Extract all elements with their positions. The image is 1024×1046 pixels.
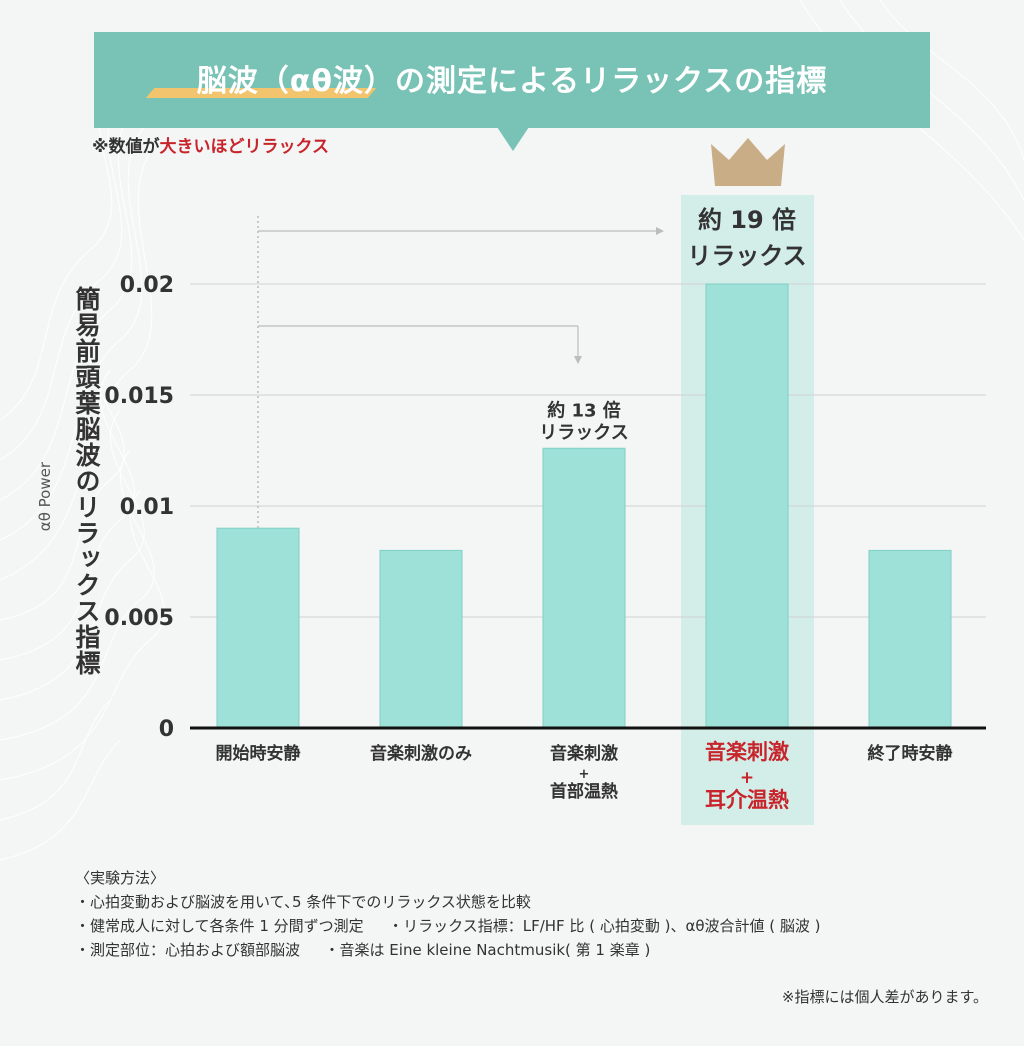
title-banner-pointer bbox=[497, 127, 529, 151]
data-label: 約 13 倍 bbox=[547, 399, 621, 421]
x-tick-label: + bbox=[740, 768, 754, 788]
relax-note: ※数値が大きいほどリラックス bbox=[92, 132, 329, 157]
x-tick-label: 音楽刺激のみ bbox=[370, 743, 472, 764]
data-label: リラックス bbox=[539, 422, 628, 443]
bar bbox=[868, 549, 952, 729]
data-label: 約 19 倍 bbox=[698, 206, 796, 234]
bar bbox=[542, 447, 626, 729]
crown-icon bbox=[711, 138, 785, 186]
y-tick-label: 0.015 bbox=[104, 384, 174, 409]
x-tick-label: + bbox=[579, 767, 590, 782]
y-tick-label: 0.02 bbox=[120, 273, 174, 298]
page-title: 脳波（αθ波）の測定によるリラックスの指標 bbox=[196, 64, 828, 99]
methods-line-3: ・測定部位：心拍および額部脳波 ・音楽は Eine kleine Nachtmu… bbox=[75, 941, 651, 959]
title-banner bbox=[94, 32, 930, 128]
y-tick-label: 0.005 bbox=[104, 606, 174, 631]
bar bbox=[379, 549, 463, 729]
bar bbox=[705, 283, 789, 729]
arrow-head bbox=[656, 227, 664, 235]
methods-line-2: ・健常成人に対して各条件 1 分間ずつ測定 ・リラックス指標：LF/HF 比 (… bbox=[75, 917, 821, 935]
x-tick-label: 開始時安静 bbox=[216, 743, 301, 764]
arrow-head bbox=[574, 356, 582, 364]
x-tick-label: 終了時安静 bbox=[868, 743, 953, 764]
footnote: ※指標には個人差があります。 bbox=[781, 988, 988, 1006]
x-tick-label: 首部温熱 bbox=[550, 781, 618, 802]
relax-note-highlight: 大きいほどリラックス bbox=[159, 137, 330, 157]
y-axis-title: 簡易前頭葉脳波のリラックス指標 bbox=[72, 286, 101, 676]
data-label: リラックス bbox=[687, 242, 806, 270]
bar bbox=[216, 527, 300, 729]
y-tick-label: 0 bbox=[159, 717, 174, 742]
x-tick-label: 音楽刺激 bbox=[550, 743, 618, 764]
methods-line-1: ・心拍変動および脳波を用いて､5 条件下でのリラックス状態を比較 bbox=[75, 893, 531, 911]
relax-note-prefix: ※数値が bbox=[92, 137, 160, 157]
x-tick-label: 耳介温熱 bbox=[705, 788, 789, 812]
y-tick-label: 0.01 bbox=[120, 495, 174, 520]
methods-heading: 〈実験方法〉 bbox=[75, 869, 166, 887]
methods-section: 〈実験方法〉 ・心拍変動および脳波を用いて､5 条件下でのリラックス状態を比較 … bbox=[75, 866, 821, 962]
x-tick-label: 音楽刺激 bbox=[705, 740, 789, 764]
